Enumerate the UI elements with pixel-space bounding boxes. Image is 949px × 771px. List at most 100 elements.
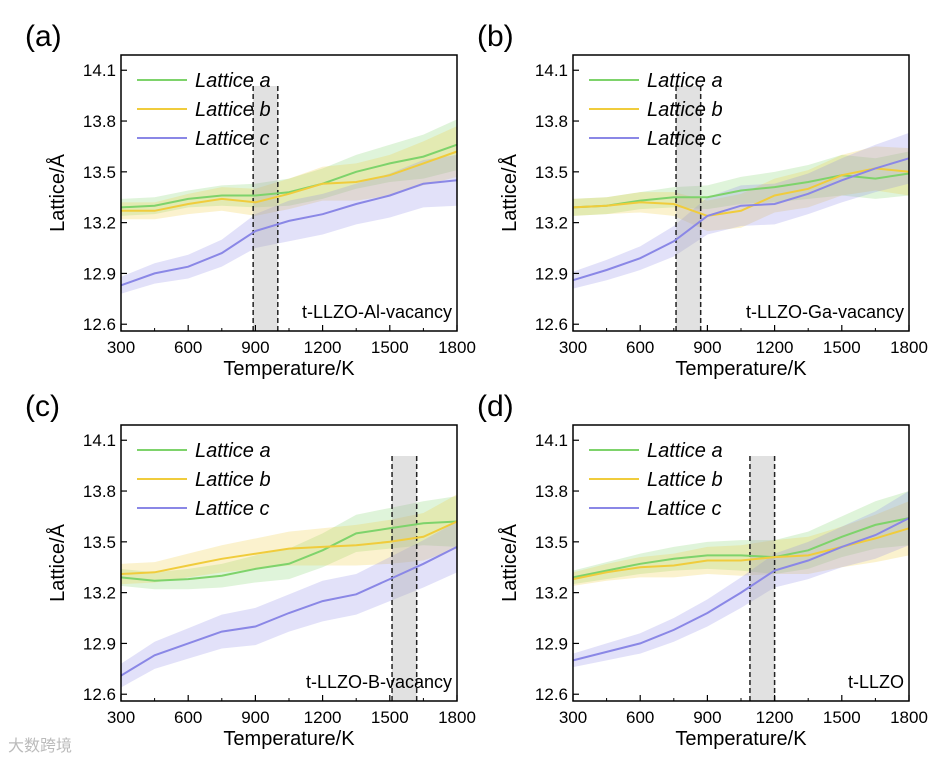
x-tick-label: 1200 bbox=[304, 708, 342, 727]
series-line-lattice-a bbox=[572, 517, 910, 579]
panel-annotation: t-LLZO-B-vacancy bbox=[306, 672, 452, 692]
transition-region bbox=[392, 456, 417, 701]
legend-label: Lattice b bbox=[195, 99, 271, 121]
x-tick-label: 900 bbox=[241, 708, 269, 727]
x-tick-label: 600 bbox=[174, 708, 202, 727]
panel-annotation: t-LLZO-Ga-vacancy bbox=[746, 302, 904, 322]
x-axis-label: Temperature/K bbox=[675, 358, 807, 380]
legend-label: Lattice a bbox=[195, 70, 271, 92]
y-axis-label: Lattice/Å bbox=[46, 153, 69, 231]
x-tick-label: 600 bbox=[174, 338, 202, 357]
panel-b: 300 600 900 1200 1500 1800 12.6 12.9 13.2 13.5 13.… bbox=[477, 20, 928, 380]
panel-label: (a) bbox=[25, 20, 62, 53]
legend-label: Lattice a bbox=[647, 440, 723, 462]
x-tick-label: 1500 bbox=[823, 708, 861, 727]
legend: Lattice a Lattice b Lattice c bbox=[137, 440, 271, 520]
x-tick-label: 600 bbox=[626, 708, 654, 727]
panel-a: 300 600 900 1200 1500 1800 12.6 12.9 13.2 13.5 13.… bbox=[25, 20, 476, 380]
y-tick-label: 13.5 bbox=[535, 533, 568, 552]
legend-label: Lattice a bbox=[647, 70, 723, 92]
y-tick-label: 12.6 bbox=[535, 315, 568, 334]
series-line-lattice-a bbox=[120, 143, 458, 209]
legend-label: Lattice c bbox=[195, 498, 269, 520]
x-tick-label: 1200 bbox=[756, 338, 794, 357]
x-tick-label: 600 bbox=[626, 338, 654, 357]
panel-label: (b) bbox=[477, 20, 514, 53]
x-tick-label: 1200 bbox=[756, 708, 794, 727]
confidence-band-lattice-c bbox=[121, 154, 457, 294]
x-tick-label: 300 bbox=[107, 708, 135, 727]
y-tick-label: 13.2 bbox=[83, 584, 116, 603]
y-tick-label: 13.5 bbox=[83, 533, 116, 552]
series-line-lattice-c bbox=[572, 517, 910, 662]
x-tick-label: 1800 bbox=[438, 708, 476, 727]
x-tick-label: 900 bbox=[693, 708, 721, 727]
y-tick-label: 13.8 bbox=[83, 482, 116, 501]
y-tick-label: 13.2 bbox=[535, 584, 568, 603]
y-tick-label: 12.9 bbox=[535, 264, 568, 283]
x-axis-label: Temperature/K bbox=[675, 728, 807, 750]
series-line-lattice-c bbox=[120, 179, 458, 287]
confidence-band-lattice-c bbox=[573, 491, 909, 668]
legend-label: Lattice a bbox=[195, 440, 271, 462]
x-tick-label: 1800 bbox=[890, 338, 928, 357]
y-tick-label: 14.1 bbox=[535, 431, 568, 450]
panel-d: 300 600 900 1200 1500 1800 12.6 12.9 13.2 13.5 13.… bbox=[477, 390, 928, 750]
x-tick-label: 1800 bbox=[890, 708, 928, 727]
legend-label: Lattice b bbox=[195, 469, 271, 491]
panel-label: (d) bbox=[477, 390, 514, 423]
y-tick-label: 13.8 bbox=[535, 482, 568, 501]
panel-annotation: t-LLZO bbox=[848, 672, 904, 692]
y-tick-label: 12.9 bbox=[83, 634, 116, 653]
confidence-band-lattice-b bbox=[573, 501, 909, 586]
x-tick-label: 300 bbox=[559, 708, 587, 727]
x-tick-label: 1500 bbox=[371, 708, 409, 727]
y-tick-label: 13.2 bbox=[535, 214, 568, 233]
x-tick-label: 300 bbox=[559, 338, 587, 357]
legend-label: Lattice b bbox=[647, 99, 723, 121]
y-tick-label: 12.9 bbox=[83, 264, 116, 283]
confidence-band-lattice-a bbox=[121, 119, 457, 216]
x-axis-label: Temperature/K bbox=[223, 728, 355, 750]
y-tick-label: 12.6 bbox=[83, 315, 116, 334]
y-tick-label: 14.1 bbox=[83, 61, 116, 80]
legend-label: Lattice c bbox=[647, 128, 721, 150]
series-line-lattice-c bbox=[120, 546, 458, 677]
panel-annotation: t-LLZO-Al-vacancy bbox=[302, 302, 452, 322]
y-tick-label: 13.2 bbox=[83, 214, 116, 233]
confidence-band-lattice-b bbox=[121, 126, 457, 220]
y-tick-label: 13.5 bbox=[535, 163, 568, 182]
x-tick-label: 900 bbox=[241, 338, 269, 357]
legend: Lattice a Lattice b Lattice c bbox=[589, 440, 723, 520]
y-tick-label: 13.8 bbox=[83, 112, 116, 131]
y-tick-label: 14.1 bbox=[535, 61, 568, 80]
y-tick-label: 13.8 bbox=[535, 112, 568, 131]
y-axis-label: Lattice/Å bbox=[498, 523, 521, 601]
series-line-lattice-b bbox=[121, 150, 458, 212]
series-line-lattice-a bbox=[120, 520, 458, 582]
panel-c: 300 600 900 1200 1500 1800 12.6 12.9 13.2 13.5 13.… bbox=[25, 390, 476, 750]
y-tick-label: 12.6 bbox=[83, 685, 116, 704]
y-tick-label: 13.5 bbox=[83, 163, 116, 182]
legend-label: Lattice c bbox=[195, 128, 269, 150]
series-line-lattice-b bbox=[572, 527, 910, 581]
legend: Lattice a Lattice b Lattice c bbox=[137, 70, 271, 150]
confidence-band-lattice-a bbox=[121, 496, 457, 590]
y-axis-label: Lattice/Å bbox=[46, 523, 69, 601]
x-tick-label: 900 bbox=[693, 338, 721, 357]
series-line-lattice-c bbox=[572, 157, 910, 282]
y-tick-label: 12.6 bbox=[535, 685, 568, 704]
y-tick-label: 14.1 bbox=[83, 431, 116, 450]
series-line-lattice-b bbox=[120, 520, 458, 575]
x-tick-label: 1500 bbox=[823, 338, 861, 357]
x-tick-label: 1500 bbox=[371, 338, 409, 357]
x-tick-label: 300 bbox=[107, 338, 135, 357]
panel-label: (c) bbox=[25, 390, 60, 423]
x-tick-label: 1200 bbox=[304, 338, 342, 357]
series-line-lattice-b bbox=[572, 167, 910, 217]
watermark: 大数跨境 bbox=[8, 736, 73, 755]
confidence-band-lattice-c bbox=[121, 521, 457, 688]
legend-label: Lattice b bbox=[647, 469, 723, 491]
x-tick-label: 1800 bbox=[438, 338, 476, 357]
